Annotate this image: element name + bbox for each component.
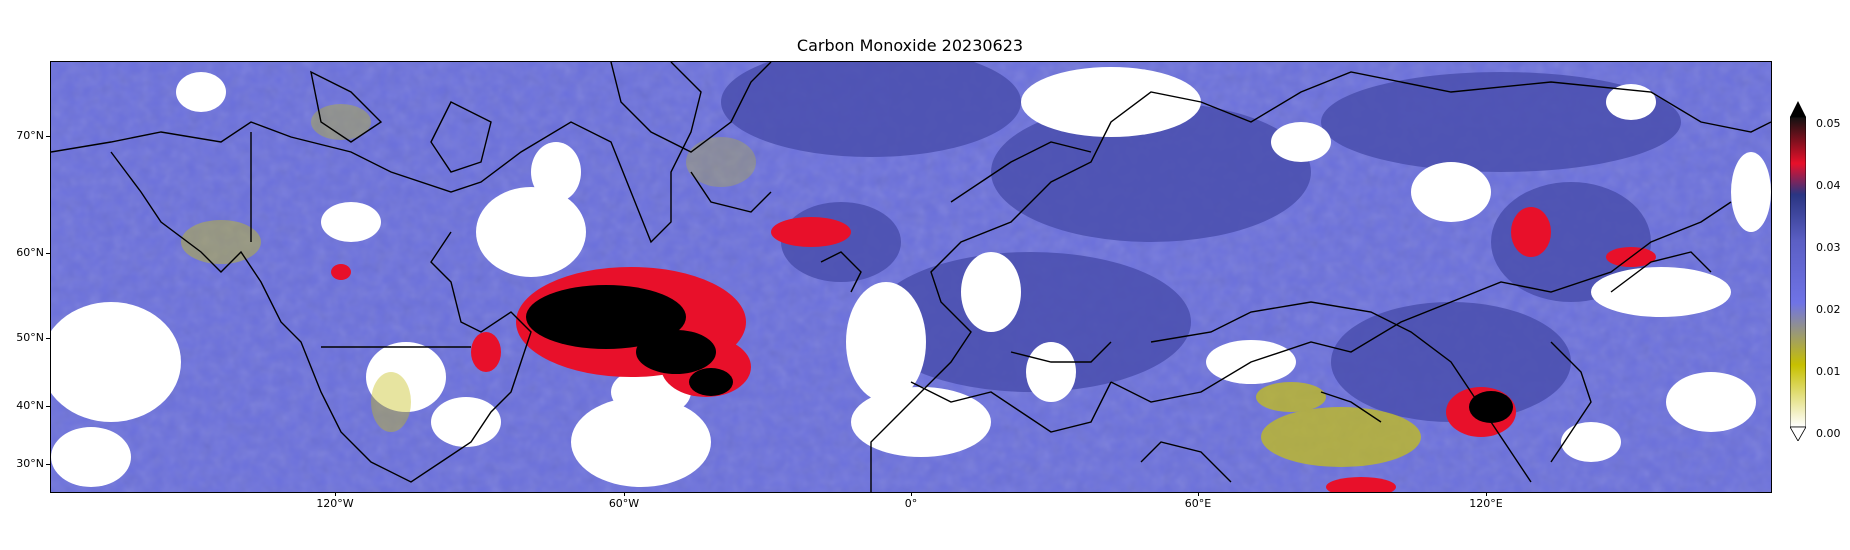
lat-tick-60n (46, 253, 50, 254)
colorbar-tick-3: 0.03 (1816, 241, 1841, 254)
lon-tick-60w (624, 492, 625, 496)
coastlines (51, 62, 1771, 492)
map-title: Carbon Monoxide 20230623 (796, 36, 1024, 55)
lat-tick-30n (46, 464, 50, 465)
lon-label-120e: 120°E (1469, 497, 1503, 510)
co-map (51, 62, 1771, 492)
colorbar-min-arrow (1789, 426, 1807, 442)
lat-label-60n: 60°N (16, 246, 44, 259)
lat-tick-40n (46, 406, 50, 407)
colorbar-tick-4: 0.04 (1816, 179, 1841, 192)
lon-label-60e: 60°E (1184, 497, 1212, 510)
lat-label-70n: 70°N (16, 129, 44, 142)
lat-label-40n: 40°N (16, 399, 44, 412)
colorbar-gradient (1789, 101, 1807, 442)
colorbar-tick-0: 0.00 (1816, 427, 1841, 440)
lon-tick-60e (1198, 492, 1199, 496)
colorbar-tick-2: 0.02 (1816, 303, 1841, 316)
lat-label-30n: 30°N (16, 457, 44, 470)
lat-label-50n: 50°N (16, 331, 44, 344)
lon-tick-120w (335, 492, 336, 496)
lat-tick-50n (46, 338, 50, 339)
co-extreme-regions (526, 285, 1513, 423)
map-plot-area (50, 61, 1772, 493)
colorbar-tick-5: 0.05 (1816, 117, 1841, 130)
no-data-regions (51, 67, 1771, 487)
lon-label-60w: 60°W (608, 497, 640, 510)
colorbar-max-arrow (1790, 101, 1806, 117)
colorbar-tick-1: 0.01 (1816, 365, 1841, 378)
colorbar (1789, 101, 1807, 442)
lat-tick-70n (46, 136, 50, 137)
lon-tick-0 (911, 492, 912, 496)
lon-tick-120e (1486, 492, 1487, 496)
lon-label-0: 0° (904, 497, 918, 510)
lon-label-120w: 120°W (316, 497, 354, 510)
